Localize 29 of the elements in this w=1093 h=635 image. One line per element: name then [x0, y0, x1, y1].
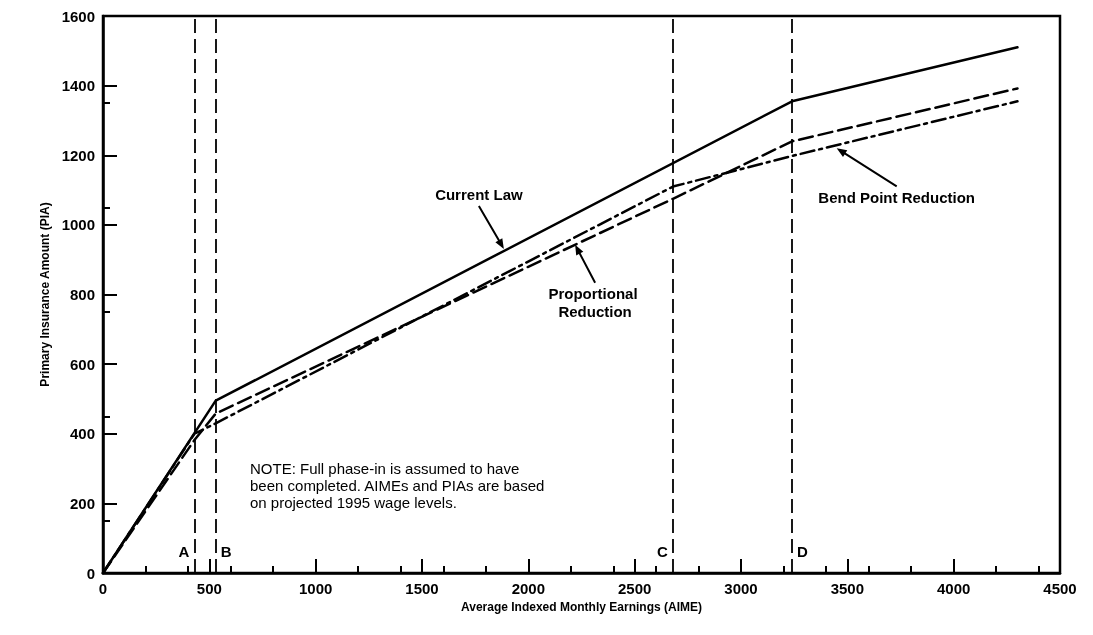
x-tick-label: 3500 — [830, 580, 865, 597]
y-tick-label: 1200 — [61, 146, 95, 164]
annotation: NOTE: Full phase-in is assumed to have been completed. AIMEs and PIAs are based on projected 1995 wage levels. — [250, 460, 549, 511]
y-tick-label: 600 — [69, 355, 95, 373]
x-tick-label: 0 — [98, 580, 108, 597]
y-tick-label: 1000 — [61, 216, 95, 234]
x-axis-title: Average Indexed Monthly Earnings (AIME) — [461, 600, 702, 614]
x-tick-label: 3000 — [724, 580, 758, 597]
x-tick-label: 1500 — [405, 580, 439, 597]
x-tick-label: 500 — [196, 580, 222, 597]
ref-line-label: C — [657, 542, 669, 560]
annotation: Bend Point Reduction — [818, 188, 976, 206]
y-tick-label: 200 — [69, 494, 95, 512]
y-tick-label: 0 — [86, 564, 95, 582]
ref-line-label: D — [797, 542, 809, 560]
y-tick-label: 1600 — [61, 7, 95, 25]
x-tick-label: 2500 — [617, 580, 652, 597]
ref-line-label: A — [178, 542, 190, 560]
y-axis-title: Primary Insurance Amount (PIA) — [37, 202, 52, 387]
x-tick-label: 4500 — [1043, 580, 1077, 597]
x-tick-label: 1000 — [298, 580, 333, 597]
ref-line-label: B — [220, 542, 232, 560]
y-tick-label: 800 — [69, 286, 95, 303]
x-tick-label: 2000 — [511, 580, 546, 597]
x-tick-label: 4000 — [936, 580, 971, 597]
annotation: Proportional Reduction — [548, 285, 642, 321]
annotation: Current Law — [435, 186, 523, 204]
y-tick-label: 400 — [69, 425, 95, 443]
y-tick-label: 1400 — [61, 77, 95, 95]
